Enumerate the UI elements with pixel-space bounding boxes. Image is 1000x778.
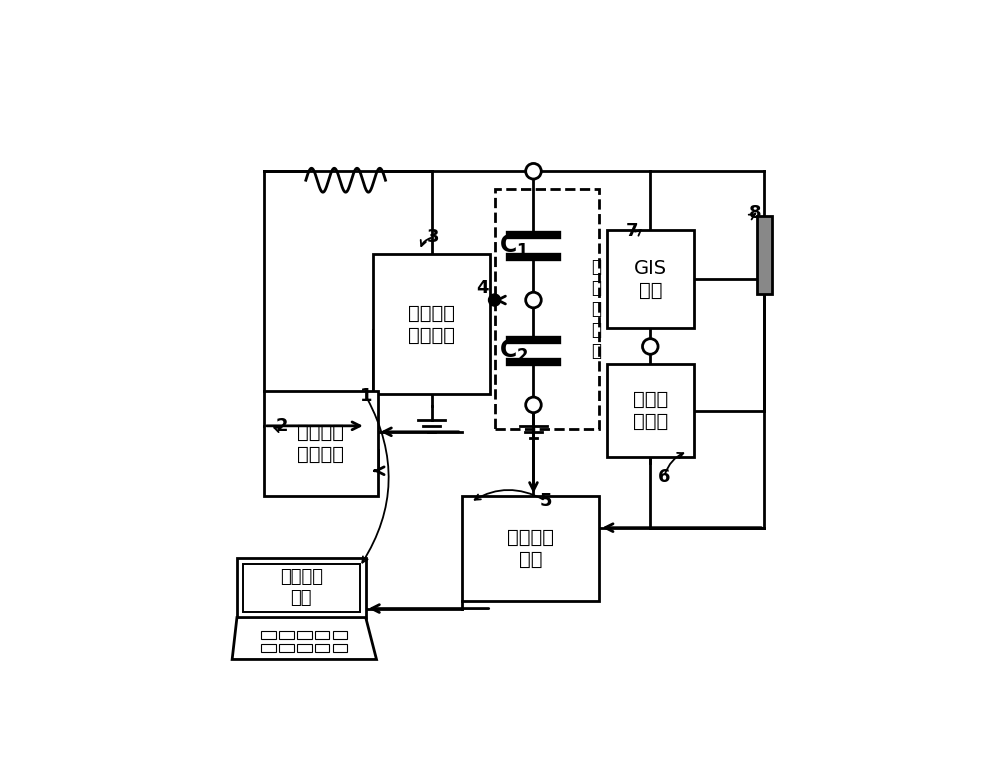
Text: 采集存储
装置: 采集存储 装置 (507, 528, 554, 569)
Bar (297, 631, 312, 640)
Bar (261, 643, 276, 652)
Bar (264, 391, 378, 496)
Text: 电
容
分
压
器: 电 容 分 压 器 (591, 258, 601, 359)
Text: 振荡冲击
高压电源: 振荡冲击 高压电源 (408, 303, 455, 345)
Text: $\mathbf{C_1}$: $\mathbf{C_1}$ (499, 233, 529, 259)
Text: 5: 5 (539, 492, 552, 510)
Text: 8: 8 (749, 204, 761, 223)
Bar (297, 643, 312, 652)
Text: 3: 3 (427, 228, 440, 246)
Text: 2: 2 (276, 417, 288, 435)
Circle shape (526, 163, 541, 179)
Text: 电流检
测模块: 电流检 测模块 (633, 391, 668, 431)
Text: 4: 4 (476, 279, 489, 297)
Bar (333, 631, 347, 640)
Circle shape (642, 338, 658, 354)
Text: 冲击高压
控制单元: 冲击高压 控制单元 (297, 423, 344, 464)
Bar (315, 643, 329, 652)
Bar (495, 189, 599, 429)
Bar (373, 254, 490, 394)
Polygon shape (232, 618, 377, 660)
Text: 1: 1 (359, 387, 372, 405)
Text: 6: 6 (658, 468, 670, 485)
Bar (333, 643, 347, 652)
Circle shape (489, 294, 501, 306)
Bar (237, 558, 366, 618)
Text: 7: 7 (626, 223, 639, 240)
Bar (261, 631, 276, 640)
Bar (607, 230, 694, 328)
Bar (315, 631, 329, 640)
Text: GIS
试品: GIS 试品 (634, 258, 667, 300)
Circle shape (526, 293, 541, 308)
Bar (757, 216, 772, 294)
Bar (607, 364, 694, 457)
Text: 主控显示
装置: 主控显示 装置 (280, 568, 323, 607)
Bar (243, 563, 360, 612)
Circle shape (526, 397, 541, 412)
Bar (462, 496, 599, 601)
Bar (279, 631, 294, 640)
Bar (279, 643, 294, 652)
Text: $\mathbf{C_2}$: $\mathbf{C_2}$ (499, 338, 529, 364)
